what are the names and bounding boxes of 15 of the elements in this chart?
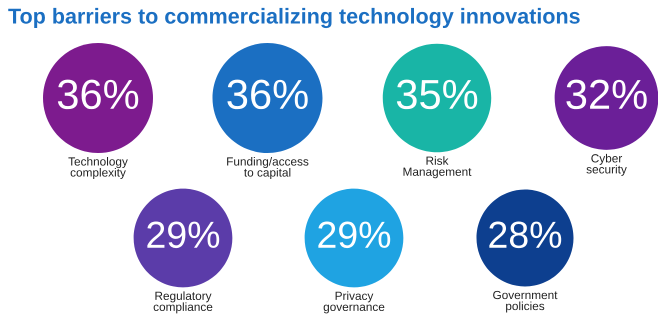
category-label: Privacy governance	[324, 291, 384, 314]
data-label: 36%	[58, 80, 138, 110]
category-label: Cyber security	[586, 154, 627, 176]
data-label: 32%	[566, 80, 647, 110]
data-label: 28%	[489, 222, 562, 248]
text: Top barriers to commercializing technology innovations	[8, 8, 580, 28]
data-label: 35%	[396, 80, 478, 110]
category-label: Regulatory compliance	[154, 291, 212, 314]
data-label: 29%	[147, 222, 220, 248]
category-label: Technology complexity	[68, 157, 128, 180]
data-label: 29%	[318, 222, 390, 248]
category-label: Risk Management	[404, 156, 472, 178]
category-label: Government policies	[493, 290, 558, 313]
category-label: Funding/access to capital	[227, 157, 308, 180]
data-label: 36%	[227, 80, 308, 110]
